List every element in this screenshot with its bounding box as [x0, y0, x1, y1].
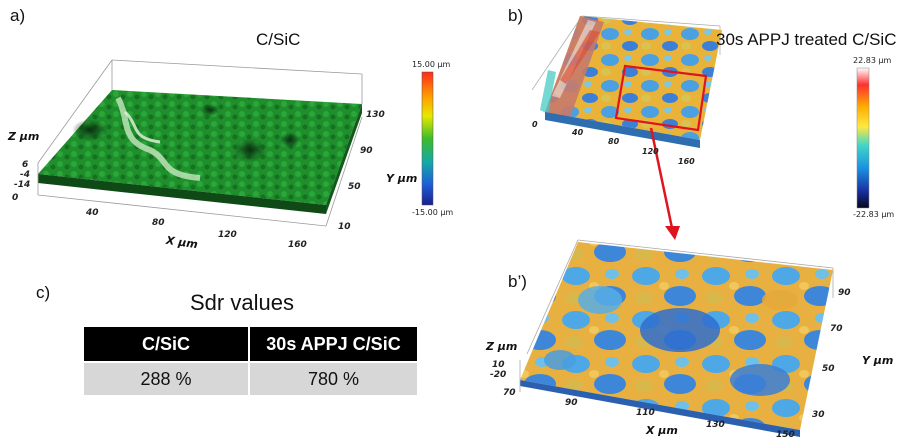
zoom-arrow — [649, 127, 680, 240]
sdr-table-row: 288 % 780 % — [84, 363, 417, 395]
panel-b-selection-box — [614, 64, 708, 132]
panel-a-z-tick: -14 — [14, 180, 31, 190]
panel-a-title: C/SiC — [256, 30, 301, 49]
panel-bprime-label: b’) — [508, 272, 527, 291]
panel-a-x-tick: 160 — [288, 240, 307, 250]
panel-b-colorbar-max: 22.83 µm — [853, 56, 892, 65]
panel-a-top-surface — [38, 90, 362, 205]
panel-bprime-x-tick: 150 — [776, 430, 795, 440]
panel-a-colorbar — [421, 71, 434, 206]
sdr-header-cell: 30s APPJ C/SiC — [250, 327, 417, 363]
sdr-value-cell: 780 % — [250, 363, 417, 395]
panel-a-y-tick: 90 — [360, 146, 373, 156]
panel-a-y-tick: 50 — [348, 182, 361, 192]
panel-b-x-tick: 0 — [532, 120, 538, 129]
panel-b-colorbar — [856, 67, 870, 209]
panel-bprime-y-tick: 70 — [830, 324, 843, 334]
panel-bprime-y-tick: 50 — [822, 364, 835, 374]
sdr-table-header-row: C/SiC 30s APPJ C/SiC — [84, 327, 417, 363]
panel-bprime-x-tick: 110 — [636, 408, 655, 418]
sdr-value-cell: 288 % — [84, 363, 250, 395]
panel-a-z-axis-label: Z µm — [8, 130, 40, 143]
panel-a-colorbar-min: -15.00 µm — [412, 208, 454, 217]
panel-b-x-tick: 160 — [678, 157, 695, 166]
panel-a-y-tick: 130 — [366, 110, 385, 120]
panel-b-title: 30s APPJ treated C/SiC — [716, 30, 897, 49]
panel-a-x-tick: 40 — [86, 208, 99, 218]
panel-a-x-tick: 80 — [152, 218, 165, 228]
panel-a-surface-features — [72, 96, 300, 181]
panel-bprime-x-tick: 130 — [706, 420, 725, 430]
panel-b-x-tick: 80 — [608, 137, 620, 146]
panel-a-y-tick: 10 — [338, 222, 351, 232]
panel-b-x-tick: 120 — [642, 147, 659, 156]
panel-bprime-z-tick: 10 — [492, 360, 505, 370]
panel-bprime-y-tick: 90 — [838, 288, 851, 298]
panel-b-colorbar-min: -22.83 µm — [853, 210, 895, 219]
panel-b-x-tick: 40 — [572, 128, 584, 137]
panel-bprime-z-tick: -20 — [490, 370, 507, 380]
sdr-header-cell: C/SiC — [84, 327, 250, 363]
panel-a-colorbar-max: 15.00 µm — [412, 60, 451, 69]
panel-b-noise — [540, 16, 604, 118]
panel-b-label: b) — [508, 6, 524, 25]
panel-bprime-y-axis-label: Y µm — [862, 354, 894, 367]
sdr-table: C/SiC 30s APPJ C/SiC 288 % 780 % — [84, 327, 417, 395]
panel-a-label: a) — [10, 6, 26, 25]
panel-bprime-x-tick: 90 — [565, 398, 578, 408]
panel-bprime-blue-regions — [544, 286, 798, 396]
panel-a-z-tick: 6 — [22, 160, 29, 170]
panel-a-x-tick: 120 — [218, 230, 237, 240]
panel-a-z-tick: 0 — [12, 193, 19, 203]
panel-a-y-axis-label: Y µm — [386, 172, 418, 185]
panel-bprime-frame — [526, 239, 834, 355]
panel-bprime-z-axis-label: Z µm — [486, 340, 518, 353]
panel-bprime-y-tick: 30 — [812, 410, 825, 420]
panel-a-frame — [37, 59, 363, 164]
panel-c-label: c) — [36, 283, 51, 302]
panel-a-z-tick: -4 — [20, 170, 30, 180]
panel-bprime-x-axis-label: X µm — [646, 424, 678, 437]
sdr-table-title: Sdr values — [190, 290, 294, 315]
panel-bprime-x-tick: 70 — [503, 388, 516, 398]
